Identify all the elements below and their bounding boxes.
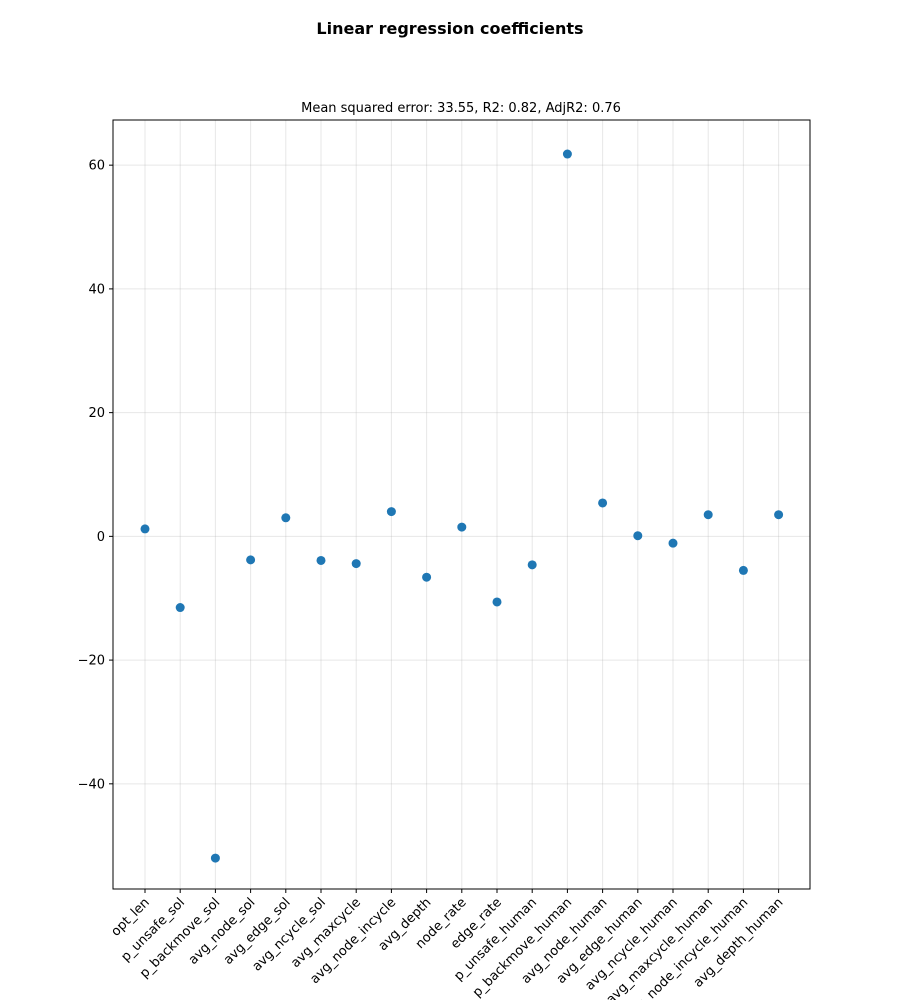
data-point: [140, 524, 150, 534]
data-point: [738, 565, 748, 575]
grid-lines: [113, 120, 810, 889]
data-point: [316, 555, 326, 565]
data-point: [633, 531, 643, 541]
data-point: [562, 149, 572, 159]
data-point: [422, 572, 432, 582]
data-point: [386, 507, 396, 517]
data-point: [351, 559, 361, 569]
data-point: [774, 510, 784, 520]
data-point: [527, 560, 537, 570]
data-point: [457, 522, 467, 532]
y-tick-label: 60: [88, 159, 105, 174]
data-point: [492, 597, 502, 607]
data-point: [598, 498, 608, 508]
data-point: [246, 555, 256, 565]
x-axis-ticks: opt_lenp_unsafe_solp_backmove_solavg_nod…: [109, 889, 786, 1000]
y-tick-label: 20: [88, 406, 105, 421]
y-tick-label: 0: [97, 530, 105, 545]
y-tick-label: −20: [78, 654, 105, 669]
data-point: [281, 513, 291, 523]
data-point: [210, 853, 220, 863]
y-axis-ticks: −40 −20 0 20 40 60: [78, 159, 113, 792]
chart-title: Linear regression coefficients: [316, 19, 583, 38]
data-point: [668, 538, 678, 548]
data-points: [140, 149, 784, 863]
y-tick-label: −40: [78, 777, 105, 792]
chart-subtitle: Mean squared error: 33.55, R2: 0.82, Adj…: [301, 101, 621, 116]
y-tick-label: 40: [88, 282, 105, 297]
data-point: [175, 603, 185, 613]
data-point: [703, 510, 713, 520]
